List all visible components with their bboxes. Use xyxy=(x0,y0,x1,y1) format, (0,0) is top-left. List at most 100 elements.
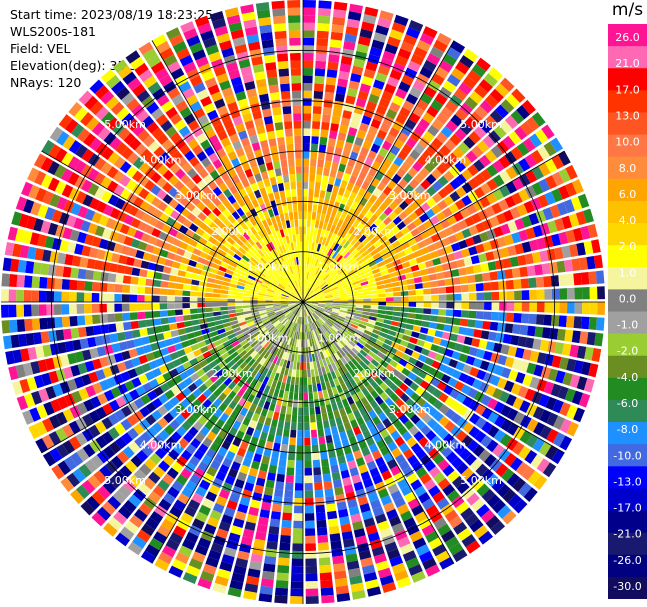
velocity-gate xyxy=(291,83,302,91)
velocity-gate xyxy=(565,182,577,197)
velocity-gate xyxy=(137,221,148,232)
velocity-gate xyxy=(106,166,119,179)
velocity-gate xyxy=(556,260,566,273)
velocity-gate xyxy=(81,245,91,257)
velocity-gate xyxy=(183,346,193,355)
velocity-gate xyxy=(284,310,291,316)
velocity-gate xyxy=(294,308,299,315)
velocity-gate xyxy=(397,478,409,490)
velocity-gate xyxy=(559,418,572,434)
velocity-gate xyxy=(213,217,223,227)
velocity-gate xyxy=(132,535,147,549)
velocity-gate xyxy=(208,272,217,279)
velocity-gate xyxy=(133,258,143,268)
velocity-gate xyxy=(273,277,281,283)
velocity-gate xyxy=(339,270,348,277)
velocity-gate xyxy=(455,186,467,198)
velocity-gate xyxy=(231,174,241,185)
velocity-gate xyxy=(315,337,320,345)
velocity-gate xyxy=(484,302,492,311)
velocity-gate xyxy=(297,203,303,212)
velocity-gate xyxy=(242,329,251,336)
velocity-gate xyxy=(503,380,515,393)
velocity-gate xyxy=(359,146,370,157)
velocity-gate xyxy=(373,240,382,249)
velocity-gate xyxy=(382,239,392,248)
velocity-gate xyxy=(171,150,183,162)
velocity-gate xyxy=(488,67,503,82)
range-ring-label: 3.00km xyxy=(175,189,217,202)
velocity-gate xyxy=(158,551,173,565)
velocity-gate xyxy=(273,296,281,299)
velocity-gate xyxy=(236,207,245,217)
velocity-gate xyxy=(500,404,512,418)
velocity-gate xyxy=(435,272,445,280)
velocity-gate xyxy=(369,312,378,317)
velocity-gate xyxy=(317,318,324,326)
velocity-gate xyxy=(345,553,358,563)
velocity-gate xyxy=(192,144,203,156)
velocity-gate xyxy=(156,133,169,145)
velocity-gate xyxy=(107,313,116,323)
velocity-gate xyxy=(210,459,221,471)
velocity-gate xyxy=(212,364,221,374)
velocity-gate xyxy=(345,26,359,36)
velocity-gate xyxy=(351,262,360,269)
colorbar-segment xyxy=(608,576,647,599)
velocity-gate xyxy=(261,219,269,228)
velocity-gate xyxy=(99,379,110,392)
colorbar-tick-label: -2.0 xyxy=(617,345,638,358)
velocity-gate xyxy=(220,232,230,241)
velocity-gate xyxy=(317,298,326,301)
velocity-gate xyxy=(422,130,435,143)
velocity-gate xyxy=(420,424,432,436)
velocity-gate xyxy=(272,278,280,285)
velocity-gate xyxy=(334,577,348,588)
velocity-gate xyxy=(413,249,423,258)
velocity-gate xyxy=(407,454,419,466)
velocity-gate xyxy=(324,214,331,223)
velocity-gate xyxy=(524,388,536,402)
velocity-gate xyxy=(276,285,284,291)
velocity-gate xyxy=(88,410,101,423)
velocity-gate xyxy=(221,364,231,373)
velocity-gate xyxy=(498,280,507,290)
velocity-gate xyxy=(472,234,482,245)
velocity-gate xyxy=(151,409,163,421)
velocity-gate xyxy=(271,503,282,513)
velocity-gate xyxy=(341,438,350,448)
velocity-gate xyxy=(285,482,294,491)
velocity-gate xyxy=(318,269,324,277)
velocity-gate xyxy=(282,106,292,115)
velocity-gate xyxy=(204,127,216,139)
velocity-gate xyxy=(349,151,359,161)
velocity-gate xyxy=(85,385,97,398)
velocity-gate xyxy=(232,394,242,404)
velocity-gate xyxy=(313,391,319,400)
velocity-gate xyxy=(316,291,324,296)
velocity-gate xyxy=(199,222,209,231)
velocity-gate xyxy=(368,409,378,420)
velocity-gate xyxy=(226,61,239,73)
velocity-gate xyxy=(521,302,530,312)
velocity-gate xyxy=(513,279,522,289)
velocity-gate xyxy=(287,452,296,461)
velocity-gate xyxy=(360,335,369,343)
velocity-gate xyxy=(318,335,324,344)
velocity-gate xyxy=(293,241,297,250)
velocity-gate xyxy=(233,253,242,261)
velocity-gate xyxy=(353,58,366,69)
velocity-gate xyxy=(303,324,305,333)
velocity-gate xyxy=(40,157,54,172)
velocity-gate xyxy=(180,174,191,185)
velocity-gate xyxy=(545,175,558,190)
velocity-gate xyxy=(123,132,136,146)
velocity-gate xyxy=(310,226,315,235)
velocity-gate xyxy=(364,174,374,184)
velocity-gate xyxy=(66,472,81,488)
velocity-gate xyxy=(423,308,432,315)
velocity-gate xyxy=(373,367,382,377)
velocity-gate xyxy=(554,342,564,355)
velocity-gate xyxy=(317,305,326,308)
velocity-gate xyxy=(412,325,422,333)
